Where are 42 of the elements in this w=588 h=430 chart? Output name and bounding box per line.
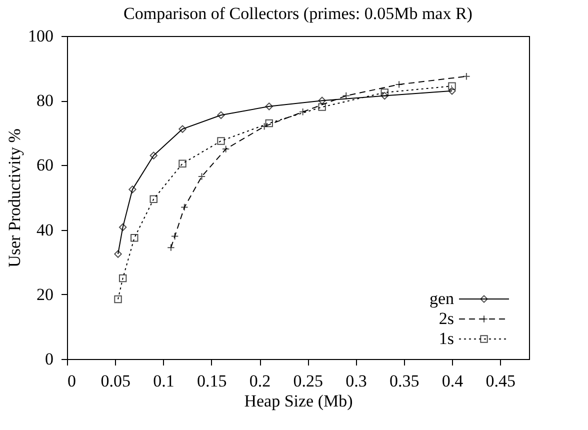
x-tick-label: 0.1 (153, 372, 174, 390)
legend-label: gen (429, 289, 454, 308)
legend-label: 1s (438, 329, 454, 348)
y-axis-title: User Productivity % (5, 128, 24, 268)
x-tick-label: 0.45 (486, 372, 516, 390)
point (265, 119, 273, 128)
x-tick-label: 0.35 (390, 372, 420, 390)
point (178, 160, 186, 168)
point (150, 195, 158, 203)
point (150, 152, 158, 160)
point (318, 96, 326, 104)
point (217, 111, 225, 119)
point (448, 82, 456, 90)
point (265, 102, 273, 110)
point (118, 274, 127, 282)
y-tick-label: 100 (28, 26, 54, 46)
y-tick-label: 20 (36, 284, 54, 304)
x-tick-label: 0.2 (249, 372, 271, 390)
point (448, 87, 456, 95)
x-tick-label: 0.05 (100, 372, 130, 390)
chart-title: Comparison of Collectors (primes: 0.05Mb max R) (124, 4, 472, 23)
point (114, 295, 122, 304)
y-tick-label: 60 (36, 156, 54, 175)
x-tick-label: 0.3 (346, 372, 367, 390)
point (114, 250, 122, 258)
point (380, 92, 388, 100)
point (217, 137, 225, 145)
y-tick-label: 0 (45, 350, 54, 368)
legend-label: 2s (438, 309, 454, 328)
point (318, 103, 326, 111)
x-tick-label: 0.15 (197, 372, 227, 390)
point (178, 125, 186, 133)
point (128, 186, 136, 194)
x-tick-label: 0.25 (293, 372, 323, 390)
point (380, 88, 388, 96)
x-tick-label: 0 (68, 372, 76, 390)
point (130, 234, 138, 242)
y-tick-label: 40 (36, 220, 54, 240)
y-tick-label: 80 (36, 91, 54, 110)
point (118, 223, 127, 232)
x-axis-title: Heap Size (Mb) (244, 392, 353, 410)
x-tick-label: 0.4 (442, 372, 464, 390)
